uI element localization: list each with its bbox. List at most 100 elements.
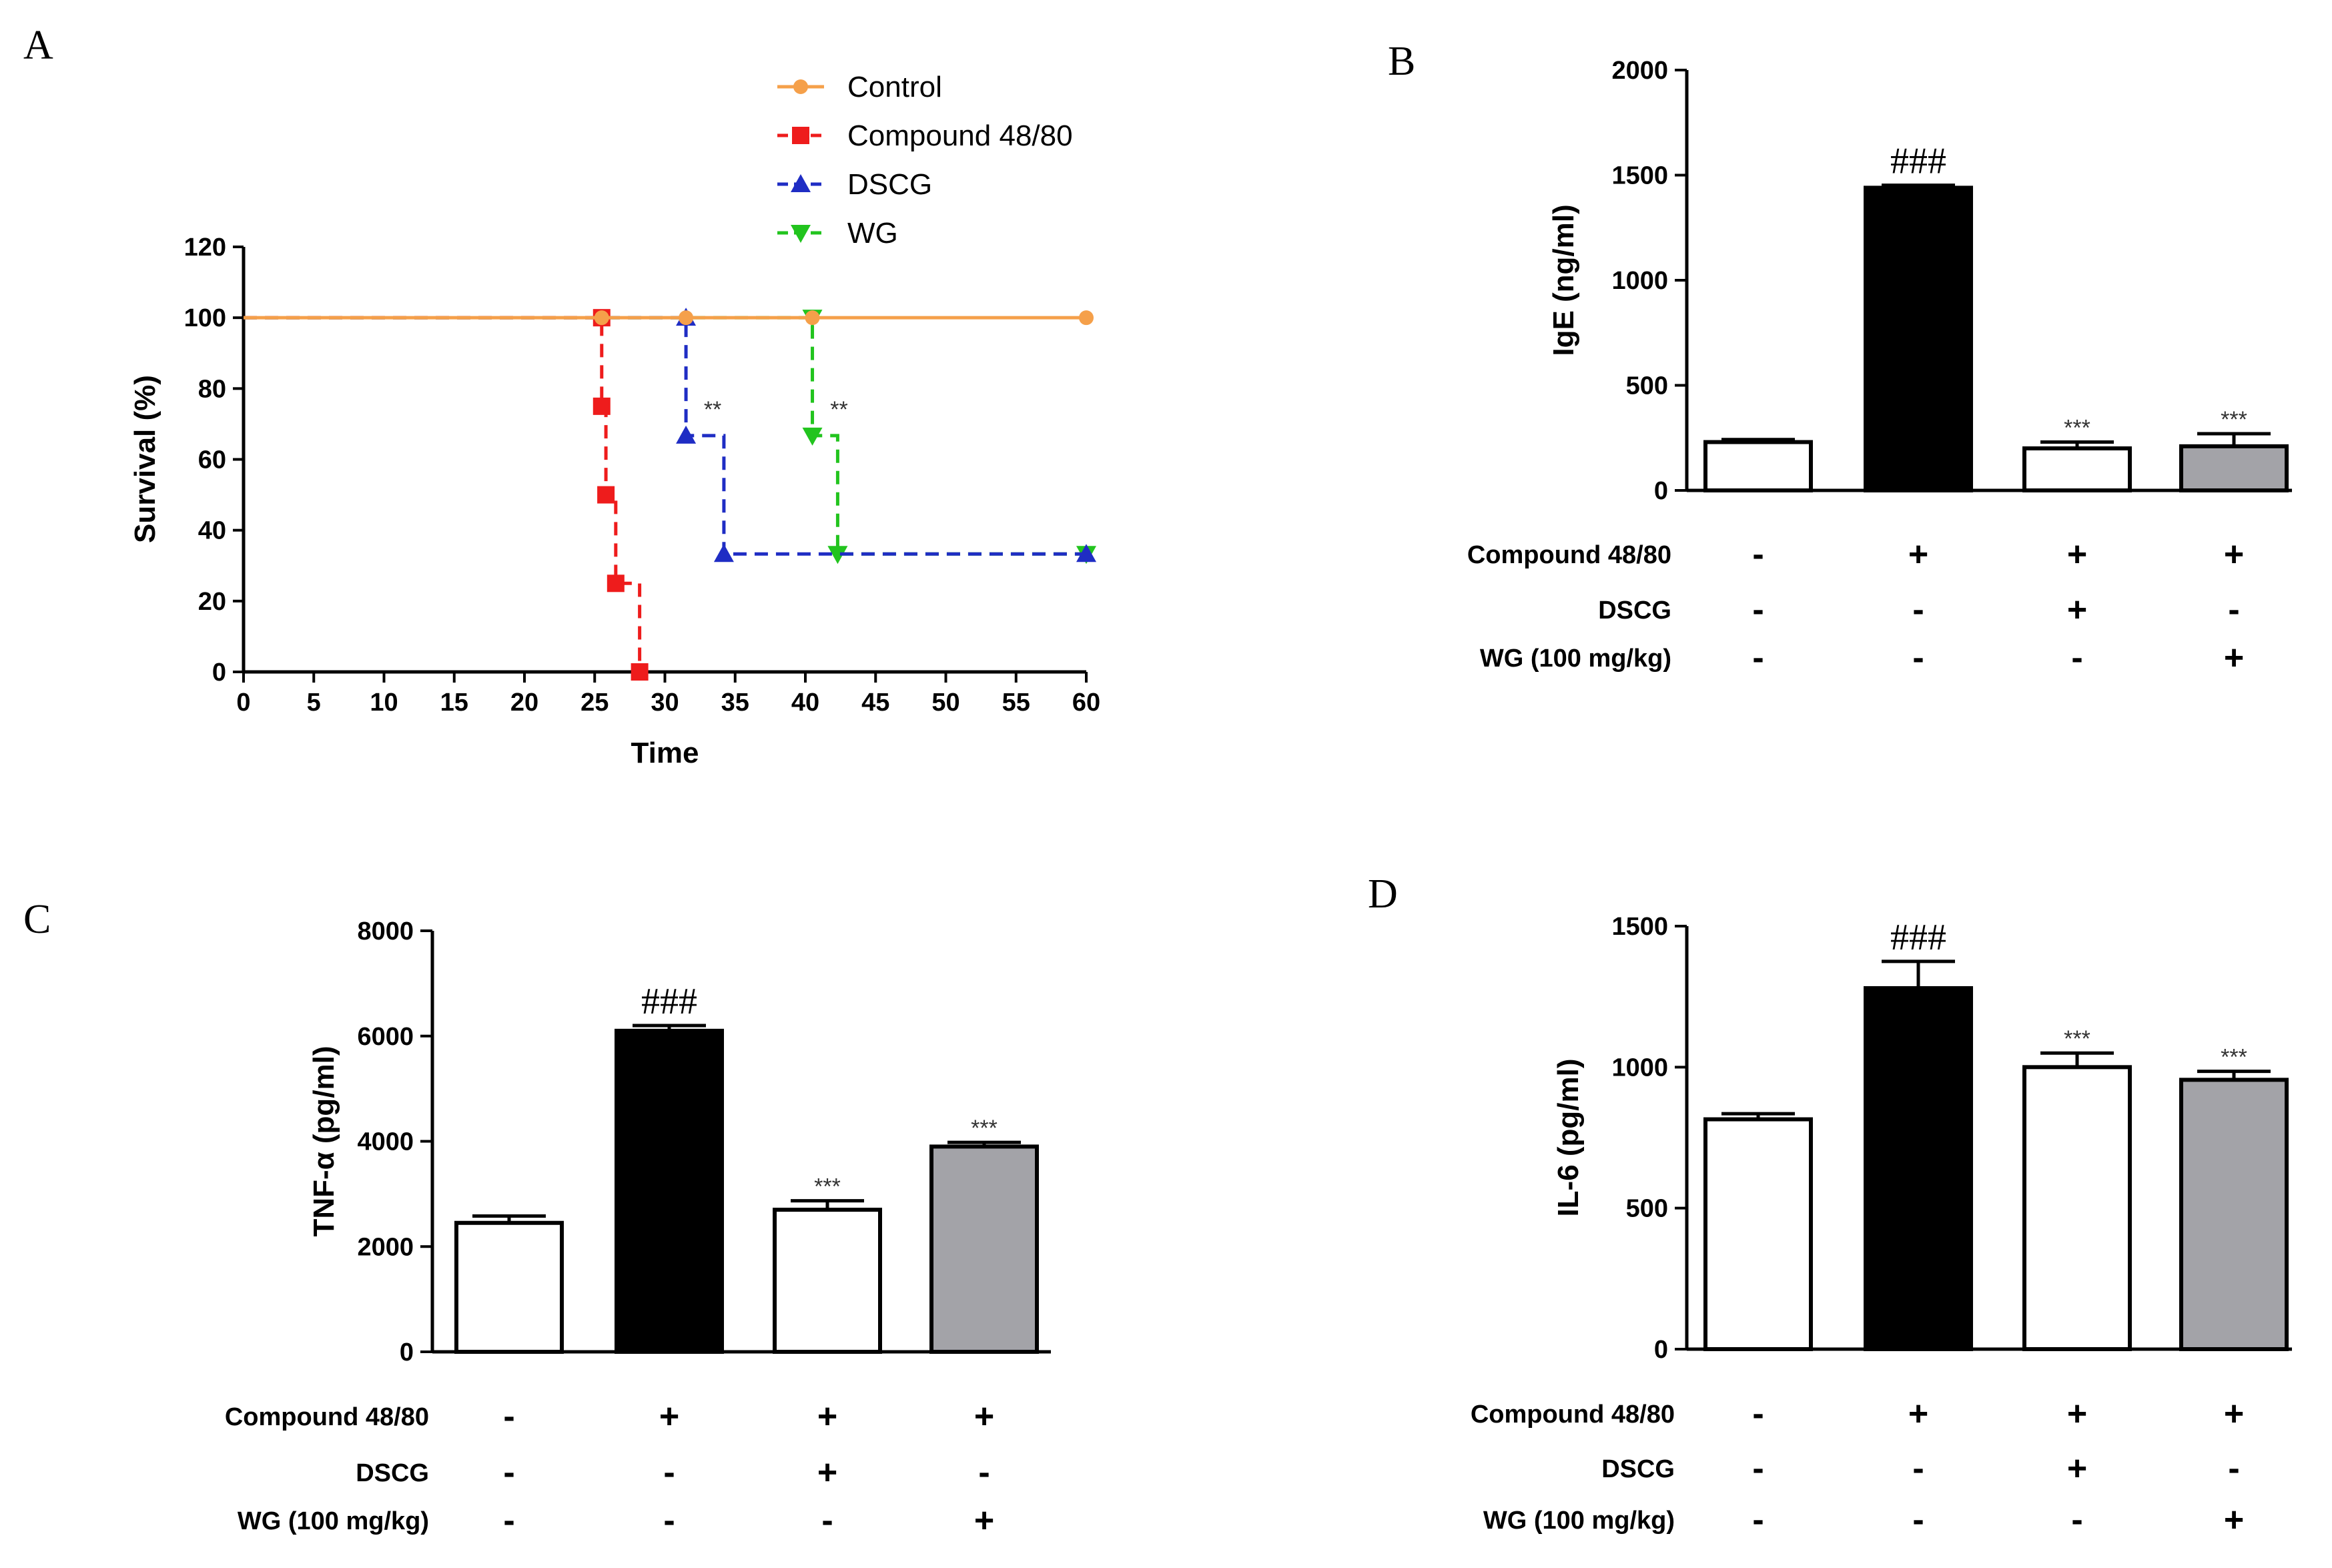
significance-annotation: *** bbox=[2064, 1026, 2090, 1052]
legend-label-wg: WG bbox=[847, 217, 898, 250]
x-tick-label: 35 bbox=[721, 689, 749, 717]
data-point-dscg bbox=[1076, 544, 1096, 562]
y-tick-label: 6000 bbox=[357, 1023, 414, 1051]
bar-1 bbox=[454, 1220, 564, 1354]
x-tick-label: 10 bbox=[370, 689, 398, 717]
y-tick-label: 100 bbox=[184, 304, 226, 332]
y-tick-label: 0 bbox=[212, 659, 226, 687]
data-point-control bbox=[805, 310, 820, 326]
condition-sign: + bbox=[2224, 1395, 2244, 1433]
x-tick-label: 15 bbox=[440, 689, 468, 717]
data-point-control bbox=[679, 310, 694, 326]
significance-annotation: *** bbox=[971, 1116, 998, 1141]
bar-1 bbox=[1703, 440, 1813, 492]
bar-3 bbox=[2022, 446, 2132, 492]
condition-sign: - bbox=[503, 1501, 514, 1540]
data-point-compound-48-80 bbox=[631, 663, 649, 681]
condition-sign: + bbox=[2067, 591, 2087, 629]
y-axis-title: TNF-α (pg/ml) bbox=[308, 1046, 340, 1236]
bar-2 bbox=[1864, 185, 1973, 492]
y-tick-label: 1500 bbox=[1611, 162, 1668, 190]
bar-2 bbox=[615, 1028, 724, 1354]
condition-sign: - bbox=[2071, 1501, 2082, 1539]
condition-sign: + bbox=[817, 1453, 837, 1492]
condition-label: Compound 48/80 bbox=[225, 1403, 429, 1431]
data-point-control bbox=[1079, 310, 1094, 326]
condition-sign: - bbox=[663, 1501, 675, 1540]
tnf-bar-chart-panel: C 0 2000 4000 6000 8000 TNF-α (pg/ml) ### *** ***… bbox=[23, 897, 1051, 1540]
condition-sign: + bbox=[817, 1397, 837, 1436]
condition-label: Compound 48/80 bbox=[1467, 541, 1671, 569]
condition-sign: + bbox=[1908, 535, 1928, 574]
y-tick-label: 4000 bbox=[357, 1128, 414, 1156]
condition-label: DSCG bbox=[1598, 597, 1671, 625]
significance-annotation: ** bbox=[830, 397, 847, 422]
data-point-compound-48-80 bbox=[597, 486, 615, 504]
y-axis-title: Survival (%) bbox=[129, 375, 161, 543]
data-point-dscg bbox=[676, 425, 697, 444]
y-tick-label: 1500 bbox=[1611, 913, 1668, 941]
condition-sign: - bbox=[2071, 639, 2082, 677]
y-tick-label: 20 bbox=[198, 588, 226, 616]
ige-bar-chart-panel: B 0 500 1000 1500 2000 IgE (ng/ml) ### *** *** Com… bbox=[1388, 39, 2292, 677]
y-tick-label: 8000 bbox=[357, 917, 414, 945]
y-tick-label: 80 bbox=[198, 375, 226, 403]
data-point-compound-48-80 bbox=[593, 397, 611, 415]
series-line-compound-48-80 bbox=[244, 316, 642, 672]
condition-sign: - bbox=[2228, 1449, 2239, 1488]
condition-label: Compound 48/80 bbox=[1471, 1401, 1675, 1429]
x-tick-label: 25 bbox=[580, 689, 609, 717]
y-tick-label: 40 bbox=[198, 517, 226, 545]
condition-sign: + bbox=[2067, 535, 2087, 574]
y-axis-title: IL-6 (pg/ml) bbox=[1552, 1058, 1585, 1216]
condition-sign: - bbox=[1752, 591, 1764, 629]
y-tick-label: 60 bbox=[198, 446, 226, 474]
significance-annotation: *** bbox=[814, 1174, 841, 1200]
condition-sign: + bbox=[1908, 1395, 1928, 1433]
x-tick-label: 60 bbox=[1072, 689, 1100, 717]
y-tick-label: 0 bbox=[400, 1338, 414, 1366]
condition-sign: - bbox=[1912, 1501, 1924, 1539]
legend-marker-wg bbox=[791, 225, 811, 243]
condition-sign: + bbox=[974, 1397, 994, 1436]
x-tick-label: 20 bbox=[510, 689, 538, 717]
x-tick-label: 5 bbox=[307, 689, 321, 717]
condition-sign: - bbox=[978, 1453, 990, 1492]
hash-annotation: ### bbox=[641, 981, 697, 1022]
condition-sign: - bbox=[503, 1453, 514, 1492]
y-tick-label: 2000 bbox=[1611, 57, 1668, 85]
x-tick-label: 50 bbox=[931, 689, 959, 717]
y-tick-label: 2000 bbox=[357, 1233, 414, 1261]
data-point-compound-48-80 bbox=[607, 574, 625, 593]
condition-sign: + bbox=[974, 1501, 994, 1540]
legend-label-dscg: DSCG bbox=[847, 168, 932, 201]
condition-sign: - bbox=[821, 1501, 833, 1540]
condition-sign: + bbox=[2224, 639, 2244, 677]
y-tick-label: 500 bbox=[1626, 372, 1668, 400]
bar-3 bbox=[773, 1208, 882, 1354]
legend-label-control: Control bbox=[847, 71, 942, 103]
il6-bar-chart-panel: D 0 500 1000 1500 IL-6 (pg/ml) ### *** *** Compou… bbox=[1368, 871, 2292, 1539]
condition-label: DSCG bbox=[1601, 1455, 1675, 1483]
condition-sign: - bbox=[663, 1453, 675, 1492]
y-tick-label: 500 bbox=[1626, 1195, 1668, 1223]
bar-1 bbox=[1703, 1117, 1813, 1351]
bar-2 bbox=[1864, 986, 1973, 1351]
legend-label-compound-48-80: Compound 48/80 bbox=[847, 119, 1073, 152]
x-tick-label: 0 bbox=[236, 689, 250, 717]
panel-label-a: A bbox=[23, 23, 53, 68]
condition-sign: - bbox=[1752, 1395, 1764, 1433]
y-tick-label: 0 bbox=[1654, 1336, 1668, 1364]
significance-annotation: *** bbox=[2221, 1045, 2247, 1070]
condition-sign: - bbox=[1752, 535, 1764, 574]
condition-label: WG (100 mg/kg) bbox=[1483, 1507, 1675, 1535]
legend-marker-control bbox=[793, 79, 808, 94]
y-tick-label: 0 bbox=[1654, 477, 1668, 505]
condition-sign: - bbox=[1752, 639, 1764, 677]
condition-label: WG (100 mg/kg) bbox=[238, 1507, 429, 1535]
x-tick-label: 45 bbox=[861, 689, 889, 717]
condition-sign: + bbox=[2224, 535, 2244, 574]
hash-annotation: ### bbox=[1890, 141, 1946, 182]
data-point-wg bbox=[827, 546, 848, 564]
